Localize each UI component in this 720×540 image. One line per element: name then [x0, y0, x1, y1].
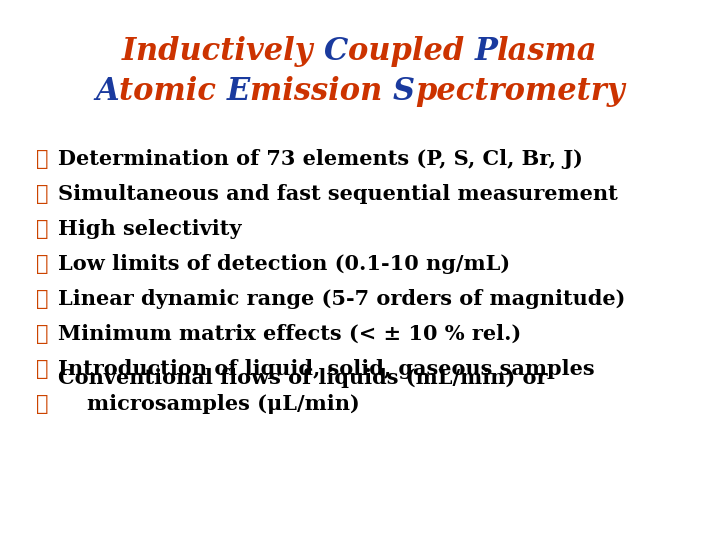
Text: A: A	[96, 76, 119, 107]
Text: ④: ④	[36, 359, 48, 379]
Text: Introduction of liquid, solid, gaseous samples: Introduction of liquid, solid, gaseous s…	[58, 359, 595, 379]
Text: Minimum matrix effects (< ± 10 % rel.): Minimum matrix effects (< ± 10 % rel.)	[58, 324, 521, 344]
Text: ④: ④	[36, 254, 48, 274]
Text: Simultaneous and fast sequential measurement: Simultaneous and fast sequential measure…	[58, 184, 618, 204]
Text: Low limits of detection (0.1-10 ng/mL): Low limits of detection (0.1-10 ng/mL)	[58, 254, 510, 274]
Text: pectrometry: pectrometry	[415, 76, 624, 107]
Text: ④: ④	[36, 324, 48, 344]
Text: Linear dynamic range (5-7 orders of magnitude): Linear dynamic range (5-7 orders of magn…	[58, 289, 626, 309]
Text: I: I	[122, 36, 136, 67]
Text: lasma: lasma	[498, 36, 598, 67]
Text: ④: ④	[36, 184, 48, 204]
Text: oupled: oupled	[348, 36, 474, 67]
Text: ④: ④	[36, 219, 48, 239]
Text: Conventional flows of liquids (mL/min) or
    microsamples (μL/min): Conventional flows of liquids (mL/min) o…	[58, 368, 547, 414]
Text: nductively: nductively	[136, 36, 323, 67]
Text: ④: ④	[36, 149, 48, 169]
Text: ④: ④	[36, 289, 48, 309]
Text: S: S	[393, 76, 415, 107]
Text: E: E	[227, 76, 250, 107]
Text: P: P	[474, 36, 498, 67]
Text: mission: mission	[250, 76, 393, 107]
Text: Determination of 73 elements (P, S, Cl, Br, J): Determination of 73 elements (P, S, Cl, …	[58, 149, 583, 169]
Text: tomic: tomic	[119, 76, 227, 107]
Text: High selectivity: High selectivity	[58, 219, 241, 239]
Text: C: C	[323, 36, 348, 67]
Text: ④: ④	[36, 394, 48, 414]
